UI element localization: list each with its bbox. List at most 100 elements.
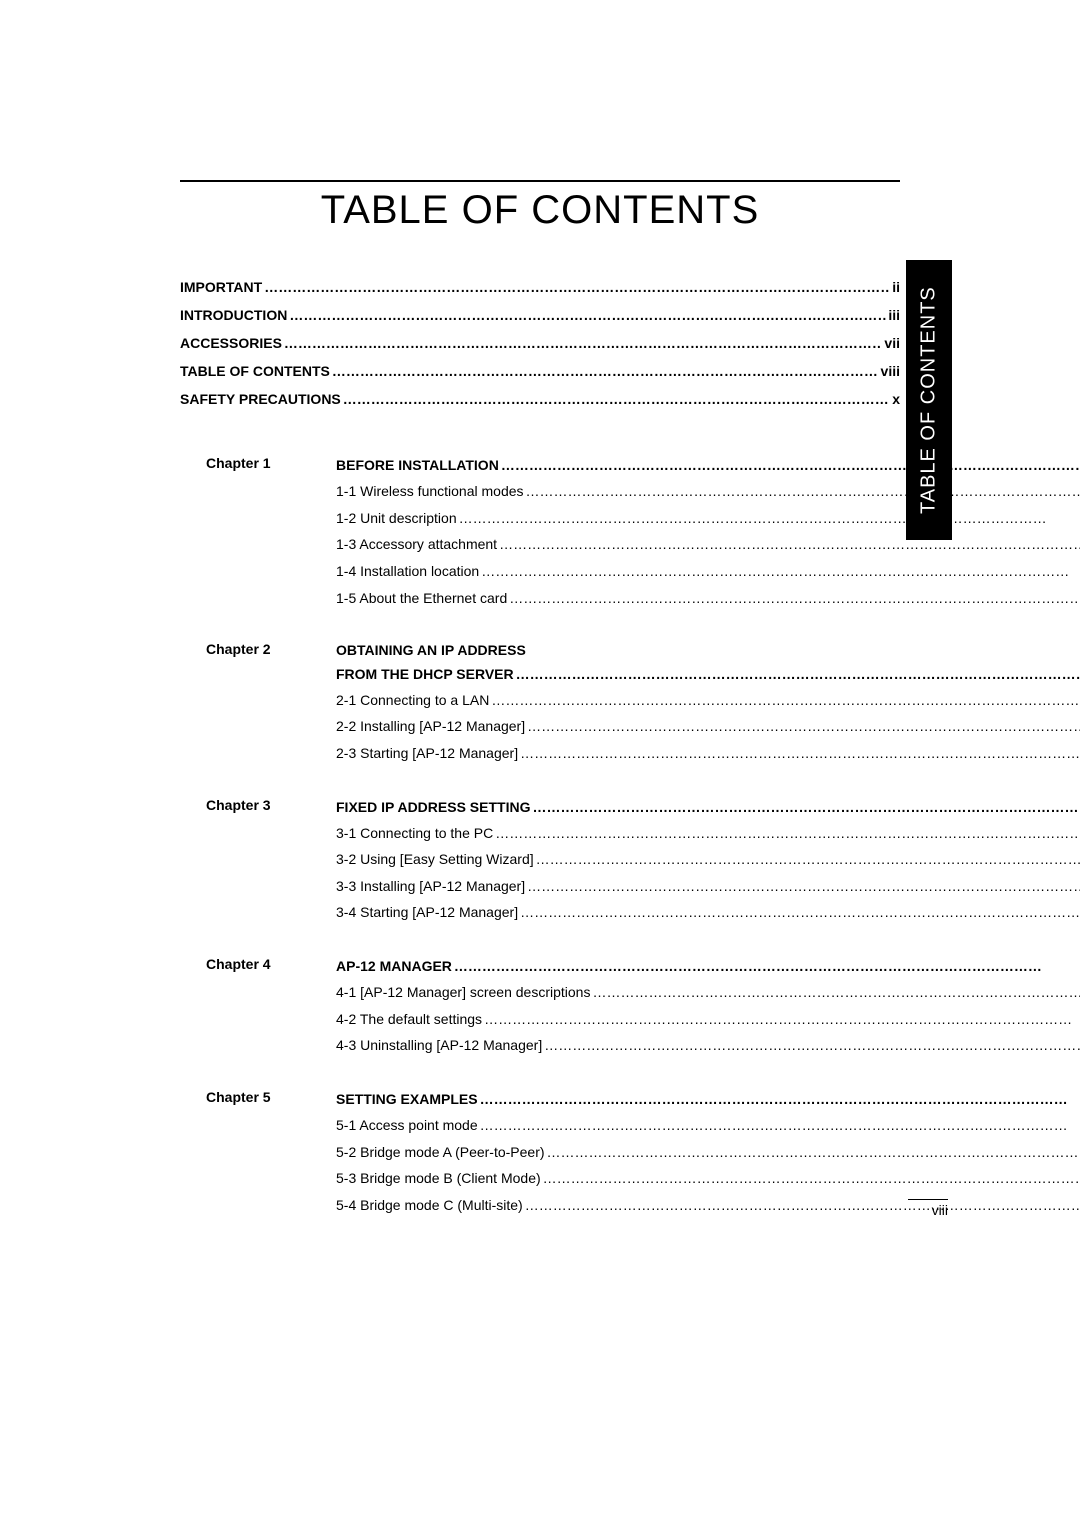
page-number: viii: [908, 1199, 948, 1218]
chapter-block: Chapter 5 SETTING EXAMPLES 45–49 5-1 Acc…: [206, 1087, 900, 1219]
toc-item-label: 3-1 Connecting to the PC: [336, 820, 493, 847]
leader-dots: [501, 453, 1080, 478]
leader-dots: [592, 979, 1080, 1006]
toc-item: 5-2 Bridge mode A (Peer-to-Peer)47: [336, 1139, 1080, 1166]
leader-dots: [509, 585, 1080, 612]
leader-dots: [264, 273, 890, 301]
leader-dots: [536, 846, 1080, 873]
side-tab: TABLE OF CONTENTS: [906, 260, 952, 540]
page-root: TABLE OF CONTENTS IMPORTANT ii INTRODUCT…: [0, 0, 1080, 1528]
front-matter-page: ii: [892, 273, 900, 301]
chapter-label: Chapter 3: [206, 795, 336, 927]
chapter-heading-text: AP-12 MANAGER: [336, 954, 452, 979]
toc-item: 5-3 Bridge mode B (Client Mode)48: [336, 1165, 1080, 1192]
toc-item: 2-3 Starting [AP-12 Manager]13: [336, 740, 1080, 767]
leader-dots: [543, 1165, 1080, 1192]
leader-dots: [480, 1087, 1080, 1112]
page-number-rule: [908, 1199, 948, 1200]
chapter-body: OBTAINING AN IP ADDRESS FROM THE DHCP SE…: [336, 639, 1080, 766]
chapter-label: Chapter 4: [206, 954, 336, 1059]
chapter-body: AP-12 MANAGER 31–44 4-1 [AP-12 Manager] …: [336, 954, 1080, 1059]
chapter-heading-line1: OBTAINING AN IP ADDRESS: [336, 639, 1080, 661]
toc-item: 3-2 Using [Easy Setting Wizard]17: [336, 846, 1080, 873]
front-matter-page: vii: [884, 329, 900, 357]
leader-dots: [499, 531, 1080, 558]
leader-dots: [459, 505, 1080, 532]
toc-item-label: 3-3 Installing [AP-12 Manager]: [336, 873, 525, 900]
chapter-body: FIXED IP ADDRESS SETTING 15–29 3-1 Conne…: [336, 795, 1080, 927]
chapter-block: Chapter 3 FIXED IP ADDRESS SETTING 15–29…: [206, 795, 900, 927]
toc-item-label: 4-2 The default settings: [336, 1006, 482, 1033]
front-matter-label: ACCESSORIES: [180, 329, 282, 357]
toc-item: 4-1 [AP-12 Manager] screen descriptions3…: [336, 979, 1080, 1006]
toc-item: 2-1 Connecting to a LAN10: [336, 687, 1080, 714]
front-matter-label: INTRODUCTION: [180, 301, 287, 329]
page-title: TABLE OF CONTENTS: [180, 188, 900, 233]
leader-dots: [526, 478, 1080, 505]
toc-item-label: 1-4 Installation location: [336, 558, 479, 585]
toc-item-label: 2-2 Installing [AP-12 Manager]: [336, 713, 525, 740]
chapter-heading: SETTING EXAMPLES 45–49: [336, 1087, 1080, 1112]
front-matter-page: x: [892, 385, 900, 413]
toc-item: 5-1 Access point mode46: [336, 1112, 1080, 1139]
chapter-heading-line2: FROM THE DHCP SERVER: [336, 662, 514, 687]
front-matter-label: SAFETY PRECAUTIONS: [180, 385, 341, 413]
toc-item: 2-2 Installing [AP-12 Manager]11: [336, 713, 1080, 740]
leader-dots: [527, 873, 1080, 900]
toc-item: 1-1 Wireless functional modes2: [336, 478, 1080, 505]
chapter-body: BEFORE INSTALLATION 1–8 1-1 Wireless fun…: [336, 453, 1080, 611]
toc-item: 4-2 The default settings43: [336, 1006, 1080, 1033]
leader-dots: [532, 795, 1080, 820]
leader-dots: [520, 740, 1080, 767]
leader-dots: [484, 1006, 1080, 1033]
leader-dots: [289, 301, 886, 329]
page-number-text: viii: [932, 1202, 948, 1218]
leader-dots: [284, 329, 883, 357]
front-matter-label: IMPORTANT: [180, 273, 262, 301]
toc-item-label: 1-2 Unit description: [336, 505, 457, 532]
front-matter-list: IMPORTANT ii INTRODUCTION iii ACCESSORIE…: [180, 273, 900, 413]
leader-dots: [525, 1192, 1080, 1219]
toc-item: 3-4 Starting [AP-12 Manager]27: [336, 899, 1080, 926]
leader-dots: [520, 899, 1080, 926]
chapter-heading: BEFORE INSTALLATION 1–8: [336, 453, 1080, 478]
toc-item: 4-3 Uninstalling [AP-12 Manager]44: [336, 1032, 1080, 1059]
chapter-label: Chapter 5: [206, 1087, 336, 1219]
leader-dots: [332, 357, 879, 385]
front-matter-page: viii: [881, 357, 900, 385]
leader-dots: [480, 1112, 1080, 1139]
leader-dots: [454, 954, 1080, 979]
toc-item-label: 1-1 Wireless functional modes: [336, 478, 524, 505]
toc-item-label: 5-4 Bridge mode C (Multi-site): [336, 1192, 523, 1219]
leader-dots: [491, 687, 1080, 714]
front-matter-row: INTRODUCTION iii: [180, 301, 900, 329]
title-rule: TABLE OF CONTENTS: [180, 180, 900, 233]
toc-item-label: 2-1 Connecting to a LAN: [336, 687, 489, 714]
toc-item-label: 4-1 [AP-12 Manager] screen descriptions: [336, 979, 590, 1006]
chapter-label: Chapter 2: [206, 639, 336, 766]
toc-item-label: 4-3 Uninstalling [AP-12 Manager]: [336, 1032, 542, 1059]
front-matter-row: TABLE OF CONTENTS viii: [180, 357, 900, 385]
chapter-heading: FROM THE DHCP SERVER 9–14: [336, 662, 1080, 687]
toc-item-label: 1-5 About the Ethernet card: [336, 585, 507, 612]
chapter-heading-text: SETTING EXAMPLES: [336, 1087, 478, 1112]
front-matter-row: SAFETY PRECAUTIONS x: [180, 385, 900, 413]
toc-item-label: 3-4 Starting [AP-12 Manager]: [336, 899, 518, 926]
toc-item: 1-3 Accessory attachment5: [336, 531, 1080, 558]
chapter-heading: AP-12 MANAGER 31–44: [336, 954, 1080, 979]
toc-item-label: 5-3 Bridge mode B (Client Mode): [336, 1165, 541, 1192]
chapter-heading-text: FIXED IP ADDRESS SETTING: [336, 795, 530, 820]
chapter-block: Chapter 1 BEFORE INSTALLATION 1–8 1-1 Wi…: [206, 453, 900, 611]
toc-item: 1-4 Installation location7: [336, 558, 1080, 585]
chapter-label: Chapter 1: [206, 453, 336, 611]
chapter-heading-text: BEFORE INSTALLATION: [336, 453, 499, 478]
toc-item: 3-1 Connecting to the PC16: [336, 820, 1080, 847]
chapter-block: Chapter 4 AP-12 MANAGER 31–44 4-1 [AP-12…: [206, 954, 900, 1059]
leader-dots: [495, 820, 1080, 847]
toc-item-label: 3-2 Using [Easy Setting Wizard]: [336, 846, 534, 873]
toc-item: 1-5 About the Ethernet card8: [336, 585, 1080, 612]
toc-item-label: 1-3 Accessory attachment: [336, 531, 497, 558]
chapter-body: SETTING EXAMPLES 45–49 5-1 Access point …: [336, 1087, 1080, 1219]
toc-item: 1-2 Unit description4: [336, 505, 1080, 532]
chapters-list: Chapter 1 BEFORE INSTALLATION 1–8 1-1 Wi…: [180, 453, 900, 1219]
